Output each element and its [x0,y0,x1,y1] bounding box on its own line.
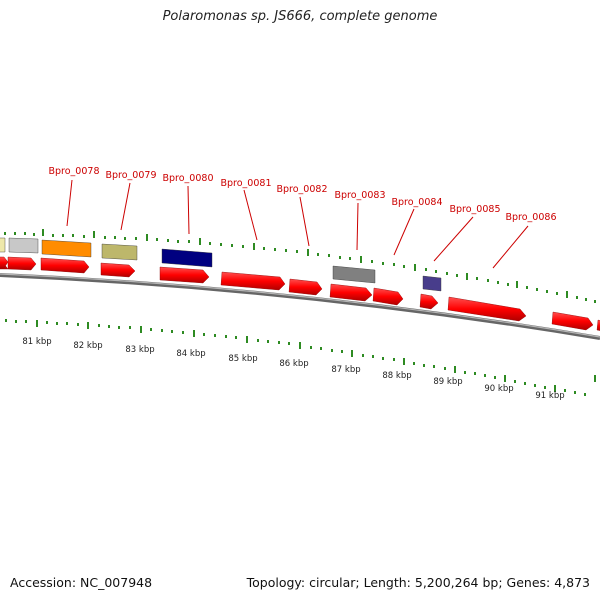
kbp-label-85: 85 kbp [228,354,257,364]
genome-summary-text: Topology: circular; Length: 5,200,264 bp… [246,575,590,590]
gene-arrow[interactable] [288,278,323,296]
gene-block-slate[interactable] [422,275,442,292]
gene-label-bpro-0079[interactable]: Bpro_0079 [106,170,157,181]
gene-block-olive[interactable] [101,243,138,261]
kbp-label-84: 84 kbp [176,349,205,359]
gene-labels: Bpro_0078 Bpro_0079 Bpro_0080 Bpro_0081 … [49,166,557,223]
gene-label-bpro-0078[interactable]: Bpro_0078 [49,166,100,177]
gene-block-khaki[interactable] [0,237,6,253]
gene-arrow[interactable] [159,266,210,284]
gene-arrow[interactable] [596,319,600,331]
gene-label-bpro-0080[interactable]: Bpro_0080 [163,173,214,184]
gene-arrow[interactable] [372,287,404,306]
gene-callout-lines [66,179,529,269]
lower-tick-track [5,319,596,396]
kbp-label-87: 87 kbp [331,365,360,375]
accession-text: Accession: NC_007948 [10,575,153,590]
kbp-label-82: 82 kbp [73,341,102,351]
gene-label-bpro-0083[interactable]: Bpro_0083 [335,190,386,201]
gene-block-gray[interactable] [332,265,376,284]
kbp-label-83: 83 kbp [125,345,154,355]
gene-arrow[interactable] [40,257,90,274]
kbp-label-88: 88 kbp [382,371,411,381]
colored-gene-track [0,237,442,292]
gene-arrow[interactable] [447,296,527,322]
gene-arrow[interactable] [419,293,439,310]
gene-label-bpro-0084[interactable]: Bpro_0084 [392,197,443,208]
gene-label-bpro-0085[interactable]: Bpro_0085 [450,204,501,215]
gene-arrow[interactable] [551,311,594,331]
kbp-label-90: 90 kbp [484,384,513,394]
gene-arrow[interactable] [100,262,136,278]
gene-block-light-gray[interactable] [8,237,39,254]
upper-tick-track [4,229,596,303]
gene-arrow[interactable] [0,256,9,269]
genome-backbone [0,273,600,340]
gene-arrow[interactable] [7,256,37,271]
kbp-scale-labels: 81 kbp 82 kbp 83 kbp 84 kbp 85 kbp 86 kb… [22,337,564,401]
gene-arrow[interactable] [329,283,373,302]
map-title: Polaromonas sp. JS666, complete genome [162,9,438,24]
gene-label-bpro-0082[interactable]: Bpro_0082 [277,184,328,195]
kbp-label-86: 86 kbp [279,359,308,369]
gene-label-bpro-0086[interactable]: Bpro_0086 [506,212,557,223]
kbp-label-91: 91 kbp [535,391,564,401]
kbp-label-89: 89 kbp [433,377,462,387]
forward-gene-track [0,256,600,331]
gene-arrow[interactable] [220,271,286,291]
gene-label-bpro-0081[interactable]: Bpro_0081 [221,178,272,189]
genome-backbone-highlight [0,273,600,338]
gene-block-orange[interactable] [41,239,92,258]
gene-block-navy[interactable] [161,248,213,268]
kbp-label-81: 81 kbp [22,337,51,347]
